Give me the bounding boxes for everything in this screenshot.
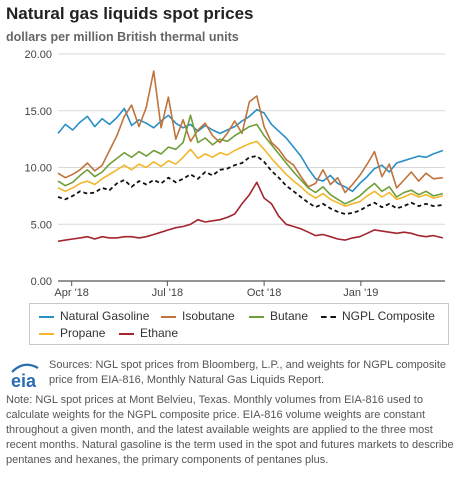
y-tick-label: 10.00 — [24, 163, 52, 175]
eia-logo: eia — [11, 363, 39, 390]
legend-item-ethane: Ethane — [119, 326, 178, 340]
chart-title: Natural gas liquids spot prices — [6, 4, 254, 23]
y-axis-ticks: 0.00 5.00 10.00 15.00 20.00 — [24, 49, 52, 288]
legend-swatch — [39, 332, 54, 335]
series-line-natural-gasoline — [57, 107, 444, 193]
legend-item-propane: Propane — [39, 326, 105, 340]
x-tick-label: Jan '19 — [343, 287, 378, 299]
x-tick-label: Apr '18 — [54, 287, 89, 299]
legend-swatch — [39, 315, 54, 318]
legend-item-isobutane: Isobutane — [161, 309, 235, 323]
y-tick-label: 5.00 — [31, 219, 52, 231]
legend-item-natural-gasoline: Natural Gasoline — [39, 309, 149, 323]
x-tick-label: Jul '18 — [152, 287, 183, 299]
legend-swatch — [161, 315, 176, 318]
series-line-ethane — [57, 181, 444, 243]
legend-label: Isobutane — [182, 309, 235, 323]
legend-label: Natural Gasoline — [60, 309, 150, 323]
legend-swatch — [321, 315, 336, 318]
line-chart: 0.00 5.00 10.00 15.00 20.00 Apr '18 Jul '18 Oc… — [24, 49, 445, 299]
series-lines — [57, 70, 444, 243]
legend-swatch — [249, 315, 264, 318]
logo-text: eia — [11, 371, 37, 390]
legend-label: Butane — [270, 309, 309, 323]
legend-swatch — [119, 332, 134, 335]
legend-item-ngpl-composite: NGPL Composite — [321, 309, 435, 323]
x-axis: Apr '18 Jul '18 Oct '18 Jan '19 — [54, 281, 378, 299]
series-line-propane — [57, 140, 444, 207]
y-tick-label: 0.00 — [31, 276, 52, 288]
series-line-butane — [57, 114, 444, 205]
legend-label: NGPL Composite — [342, 309, 435, 323]
note-text: Note: NGL spot prices at Mont Belvieu, T… — [6, 394, 454, 466]
legend: Natural Gasoline Isobutane Butane NGPL C… — [29, 303, 449, 345]
y-tick-label: 20.00 — [24, 49, 52, 61]
legend-label: Ethane — [140, 326, 179, 340]
legend-item-butane: Butane — [249, 309, 308, 323]
x-tick-label: Oct '18 — [247, 287, 282, 299]
logo-arc — [11, 363, 39, 373]
legend-label: Propane — [60, 326, 106, 340]
y-tick-label: 15.00 — [24, 106, 52, 118]
series-line-ngpl-composite — [57, 155, 444, 215]
series-line-isobutane — [57, 70, 443, 194]
sources-text: Sources: NGL spot prices from Bloomberg,… — [49, 359, 446, 386]
chart-subtitle: dollars per million British thermal unit… — [6, 30, 239, 44]
